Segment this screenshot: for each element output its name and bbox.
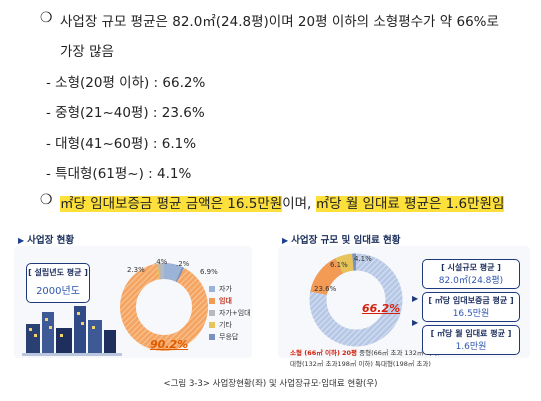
note-xl: 특대형(198㎡ 초과) — [374, 360, 431, 368]
triangle-icon-2: ▶ — [282, 236, 289, 245]
left-panel-title: ▶ 사업장 현황 — [18, 232, 74, 246]
left-panel-title-text: 사업장 현황 — [27, 235, 75, 246]
bullet-glyph-2: ❍ — [40, 192, 53, 208]
donut-seg-self — [163, 263, 183, 282]
founding-year-value: 2000년도 — [36, 286, 80, 297]
right-note-line-2: 대형(132㎡ 초과198㎡ 이하) 특대형(198㎡ 초과) — [290, 358, 431, 368]
legend-item-self: 자가 — [209, 283, 251, 295]
legend-item-other: 기타 — [209, 319, 251, 331]
donut-seg-none — [175, 266, 185, 283]
donut-seg-rent — [120, 263, 208, 351]
left-main-percent: 90.2% — [150, 338, 189, 351]
right-panel-title-text: 사업장 규모 및 임대료 현황 — [291, 235, 401, 246]
right-label-23-6: 23.6% — [314, 285, 337, 293]
building-illustration — [22, 306, 122, 356]
size-item-large: - 대형(41~60평) : 6.1% — [46, 136, 197, 152]
right-donut-chart — [309, 253, 403, 347]
legend-label-rent: 임대 — [219, 297, 232, 305]
summary-line-1b: 가장 많음 — [60, 44, 114, 60]
legend-label-other: 기타 — [219, 321, 232, 329]
note-small-label: 소형 (66㎡ 이하) — [290, 349, 340, 357]
donut-seg-mid — [310, 258, 344, 296]
note-small-pyeong: 20평 — [342, 349, 358, 357]
left-label-2-3: 2.3% — [127, 266, 145, 274]
highlight-rent: ㎡당 월 임대료 평균은 1.6만원임 — [315, 196, 505, 212]
legend-label-none: 무응답 — [219, 333, 239, 341]
left-label-6-9: 6.9% — [200, 268, 218, 276]
size-item-small: - 소형(20평 이하) : 66.2% — [46, 75, 206, 91]
size-item-xlarge: - 특대형(61평~) : 4.1% — [46, 166, 192, 182]
arrow-2: ▶ — [412, 318, 419, 327]
right-note-line-1: 소형 (66㎡ 이하) 20평 중형(66㎡ 초과 132㎡ 이하) — [290, 347, 440, 357]
founding-year-box: [ 설립년도 평균 ] 2000년도 — [26, 263, 90, 303]
highlight-deposit: ㎡당 임대보증금 평균 금액은 16.5만원 — [60, 196, 283, 212]
right-main-percent: 66.2% — [362, 302, 401, 315]
legend-label-self: 자가 — [219, 285, 232, 293]
donut-seg-large — [335, 253, 354, 274]
legend-swatch-none — [209, 334, 215, 340]
legend-swatch-other — [209, 322, 215, 328]
right-panel-title: ▶ 사업장 규모 및 임대료 현황 — [282, 232, 401, 246]
left-legend: 자가 임대 자가+임대 기타 무응답 — [209, 283, 251, 343]
right-label-6-1: 6.1% — [330, 261, 348, 269]
bullet-glyph: ❍ — [40, 10, 53, 26]
figure-caption: <그림 3-3> 사업장현황(좌) 및 사업장규모·임대료 현황(우) — [163, 379, 378, 389]
triangle-icon: ▶ — [18, 236, 25, 245]
facility-size-box: [ 시설규모 평균 ] 82.0㎡(24.8평) — [422, 259, 520, 289]
note-large: 대형(132㎡ 초과198㎡ 이하) — [290, 360, 373, 368]
legend-item-rent: 임대 — [209, 295, 251, 307]
legend-item-none: 무응답 — [209, 331, 251, 343]
monthly-rent-head: [ ㎡당 월 임대료 평균 ] — [430, 329, 512, 338]
deposit-box: [ ㎡당 임대보증금 평균 ] 16.5만원 — [422, 292, 520, 322]
monthly-rent-box: [ ㎡당 월 임대료 평균 ] 1.6만원 — [422, 325, 520, 355]
deposit-head: [ ㎡당 임대보증금 평균 ] — [428, 296, 514, 305]
size-item-medium: - 중형(21~40평) : 23.6% — [46, 105, 205, 121]
legend-item-mixed: 자가+임대 — [209, 307, 251, 319]
deposit-value: 16.5만원 — [452, 309, 490, 319]
note-mid: 중형(66㎡ 초과 132㎡ 이하) — [359, 349, 440, 357]
summary-line-2: ㎡당 임대보증금 평균 금액은 16.5만원이며, ㎡당 월 임대료 평균은 1… — [60, 192, 505, 212]
facility-size-head: [ 시설규모 평균 ] — [441, 263, 501, 272]
legend-swatch-self — [209, 286, 215, 292]
facility-size-value: 82.0㎡(24.8평) — [438, 276, 504, 286]
left-label-0-4: .4% — [154, 258, 168, 266]
founding-year-head: [ 설립년도 평균 ] — [28, 268, 88, 277]
line2-connector: 이며, — [282, 196, 312, 212]
legend-swatch-mixed — [209, 310, 215, 316]
right-label-4-1: 4.1% — [354, 255, 372, 263]
summary-line-1: 사업장 규모 평균은 82.0㎡(24.8평)이며 20평 이하의 소형평수가 … — [60, 14, 499, 30]
left-label-0-2: .2% — [176, 260, 190, 268]
monthly-rent-value: 1.6만원 — [455, 342, 487, 352]
arrow-1: ▶ — [412, 294, 419, 303]
legend-swatch-rent — [209, 298, 215, 304]
legend-label-mixed: 자가+임대 — [219, 309, 251, 317]
left-donut-chart — [120, 263, 208, 351]
